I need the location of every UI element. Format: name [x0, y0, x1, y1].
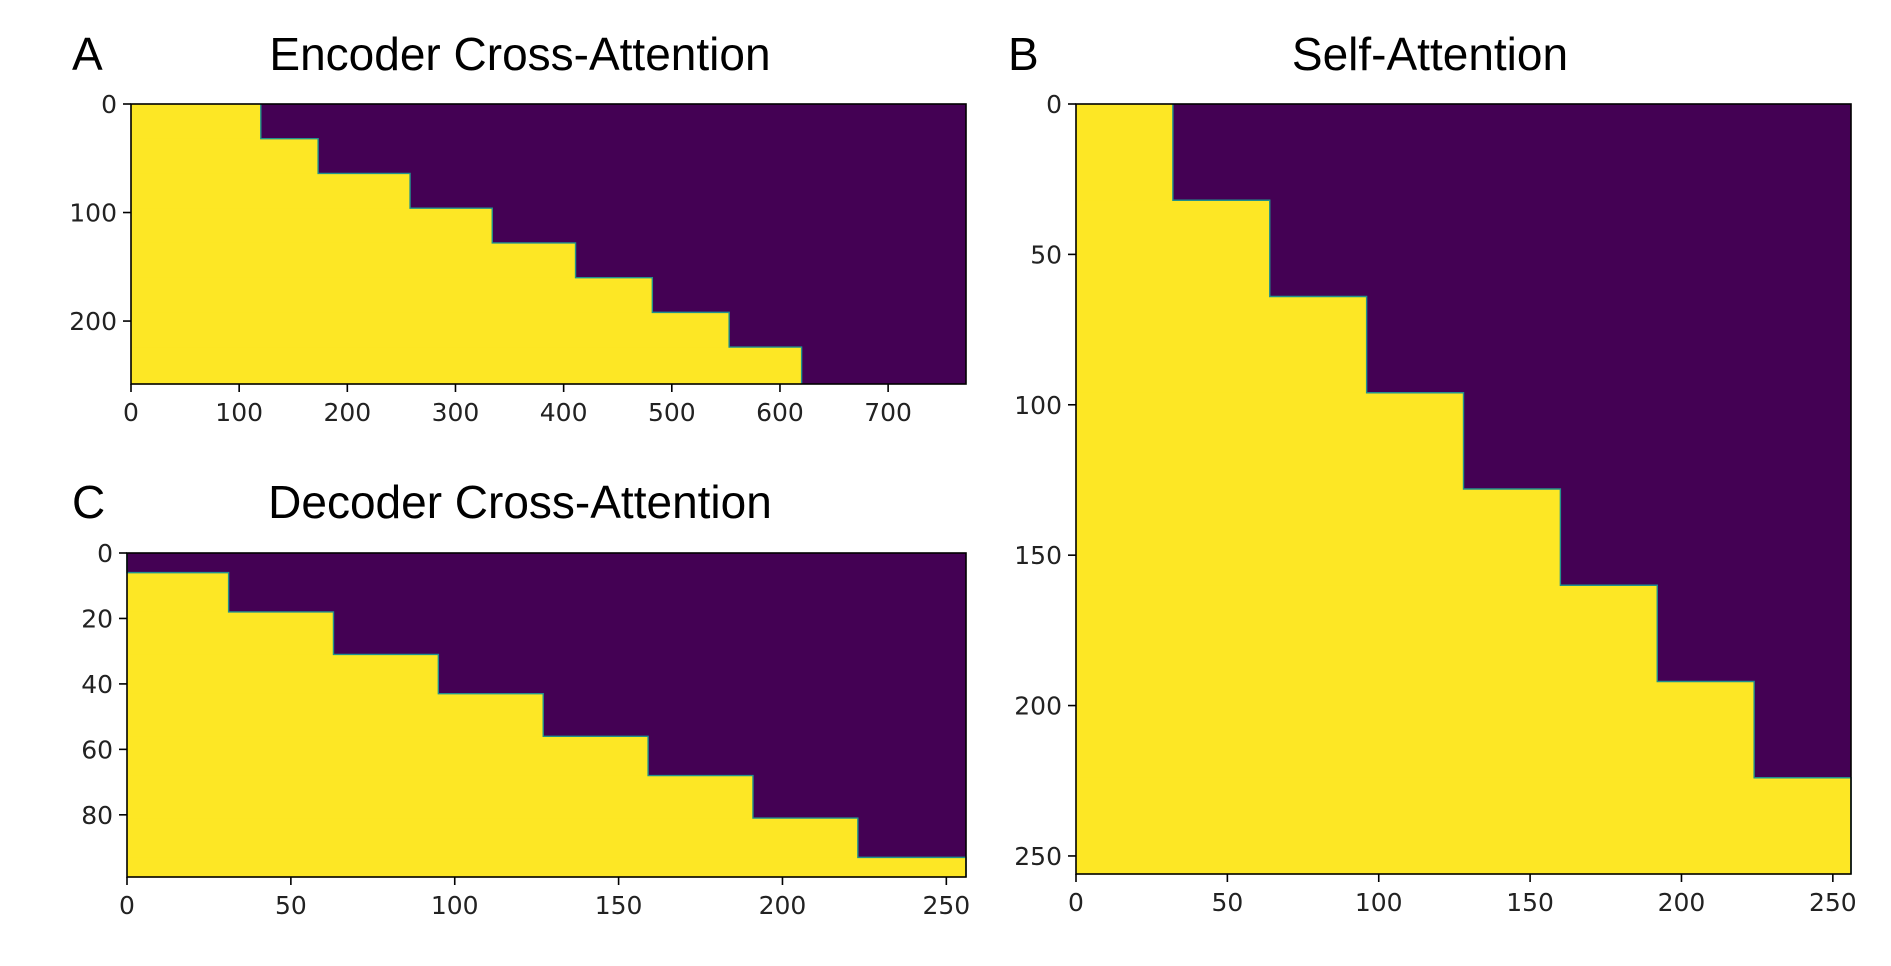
heatmap-mask-block	[131, 277, 653, 313]
y-tick-label: 40	[81, 670, 113, 699]
x-tick-label: 200	[1658, 888, 1706, 917]
y-tick-label: 200	[1014, 692, 1062, 721]
heatmap-mask-block	[131, 138, 319, 175]
x-tick-label: 150	[595, 891, 643, 920]
y-tick-label: 150	[1014, 541, 1062, 570]
heatmap-step-edge	[260, 104, 803, 384]
panel-letter: C	[72, 476, 105, 528]
x-tick-label: 250	[1809, 888, 1857, 917]
x-tick-label: 500	[648, 398, 696, 427]
y-tick-label: 50	[1030, 240, 1062, 269]
panel-a-encoder-cross-attention: A Encoder Cross-Attention 0 100 200 300 400 5…	[69, 28, 967, 427]
heatmap-mask-block	[127, 572, 229, 613]
heatmap-step-edge	[126, 553, 967, 877]
y-tick-label: 100	[1014, 391, 1062, 420]
chart-title: Encoder Cross-Attention	[269, 28, 770, 80]
heatmap-plot-area: 0 50 100 150 200 250 0 20 40 60 80	[81, 539, 970, 920]
heatmap-mask-block	[131, 208, 493, 244]
plot-frame	[1075, 103, 1852, 875]
y-tick-label: 100	[69, 199, 117, 228]
x-tick-label: 100	[1355, 888, 1403, 917]
heatmap-mask-block	[127, 818, 858, 858]
x-tick-label: 0	[1068, 888, 1084, 917]
x-tick-label: 50	[1211, 888, 1243, 917]
heatmap-mask-block	[131, 347, 802, 385]
y-tick-label: 0	[1046, 90, 1062, 119]
heatmap-mask-block	[1076, 200, 1270, 298]
y-tick-label: 0	[97, 539, 113, 568]
heatmap-mask-block	[127, 611, 334, 656]
y-tick-label: 0	[101, 90, 117, 119]
heatmap-mask-block	[131, 312, 730, 348]
plot-frame	[130, 103, 967, 385]
x-tick-label: 0	[119, 891, 135, 920]
heatmap-mask-block	[1076, 392, 1464, 490]
x-tick-label: 400	[540, 398, 588, 427]
x-tick-label: 200	[759, 891, 807, 920]
chart-title: Self-Attention	[1292, 28, 1568, 80]
heatmap-mask-block	[1076, 681, 1755, 779]
heatmap-mask-block	[1076, 296, 1367, 394]
heatmap-mask-block	[131, 173, 411, 209]
heatmap-mask-block	[127, 654, 439, 695]
heatmap-mask-block	[131, 104, 261, 140]
heatmap-mask-block	[127, 693, 544, 737]
x-tick-label: 0	[123, 398, 139, 427]
heatmap-mask-block	[127, 857, 966, 878]
x-tick-label: 700	[864, 398, 912, 427]
x-tick-label: 100	[431, 891, 479, 920]
y-tick-label: 80	[81, 801, 113, 830]
heatmap-mask-block	[1076, 777, 1851, 875]
x-tick-label: 250	[922, 891, 970, 920]
y-tick-label: 20	[81, 604, 113, 633]
panel-letter: A	[72, 28, 103, 80]
x-tick-label: 50	[275, 891, 307, 920]
x-tick-label: 150	[1506, 888, 1554, 917]
panel-c-decoder-cross-attention: C Decoder Cross-Attention 0 50 100 150 200 25…	[72, 476, 970, 920]
x-tick-label: 300	[432, 398, 480, 427]
x-tick-label: 100	[215, 398, 263, 427]
chart-title: Decoder Cross-Attention	[268, 476, 772, 528]
x-tick-label: 600	[756, 398, 804, 427]
y-tick-label: 200	[69, 307, 117, 336]
heatmap-mask-block	[1076, 489, 1561, 586]
panel-letter: B	[1008, 28, 1039, 80]
x-tick-label: 200	[323, 398, 371, 427]
heatmap-step-edge	[1172, 104, 1852, 874]
plot-frame	[126, 552, 967, 878]
y-tick-label: 60	[81, 735, 113, 764]
heatmap-mask-block	[131, 242, 576, 279]
heatmap-plot-area: 0 100 200 300 400 500 600 700 0 100 200	[69, 90, 967, 427]
panel-b-self-attention: B Self-Attention 0 50 100 150 200 25005010015…	[1008, 28, 1857, 917]
y-tick-label: 250	[1014, 842, 1062, 871]
heatmap-mask-block	[1076, 104, 1173, 201]
heatmap-mask-block	[127, 736, 649, 777]
heatmap-mask-block	[127, 775, 753, 819]
heatmap-mask-block	[1076, 585, 1658, 683]
